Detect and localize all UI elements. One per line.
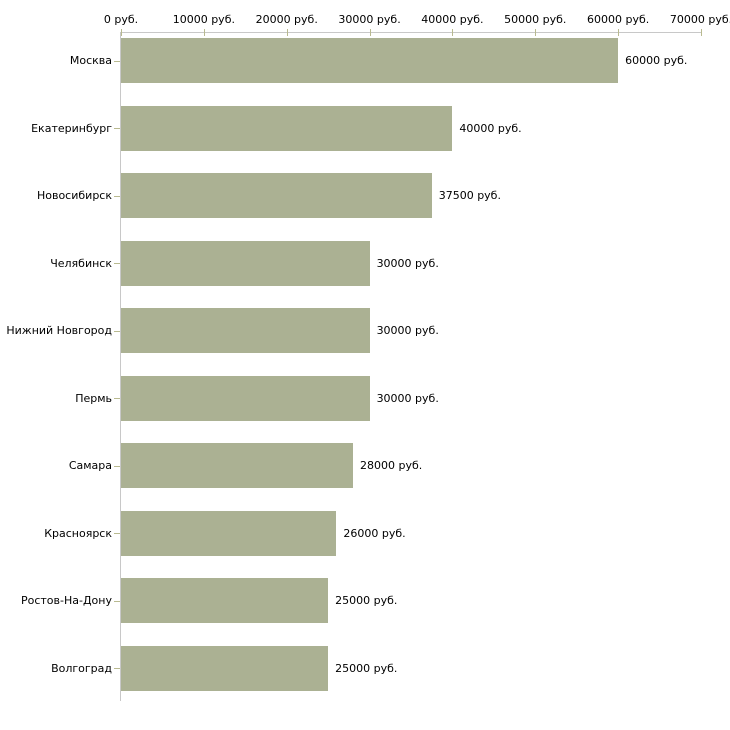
bar bbox=[121, 375, 370, 421]
category-label: Челябинск bbox=[50, 256, 112, 270]
y-axis-tick-mark bbox=[114, 330, 120, 332]
bar-value-label: 30000 руб. bbox=[376, 256, 439, 270]
bar bbox=[121, 173, 432, 218]
bar bbox=[121, 105, 453, 151]
x-axis-tick-label: 50000 руб. bbox=[504, 13, 567, 26]
y-axis-tick-mark bbox=[114, 533, 120, 534]
y-axis-tick-mark bbox=[114, 128, 120, 129]
bar-value-label: 60000 руб. bbox=[625, 54, 688, 67]
category-label: Новосибирск bbox=[36, 189, 112, 202]
x-axis-tick-mark bbox=[701, 29, 702, 36]
y-axis-tick-mark bbox=[114, 465, 120, 467]
category-label: Нижний Новгород bbox=[6, 324, 112, 337]
x-axis-tick-label: 70000 руб. bbox=[669, 13, 730, 26]
x-axis-tick-label: 20000 руб. bbox=[255, 13, 318, 26]
bar-value-label: 30000 руб. bbox=[376, 391, 439, 405]
y-axis-tick-mark bbox=[114, 60, 120, 62]
bar-value-label: 26000 руб. bbox=[343, 526, 406, 540]
bar-value-label: 30000 руб. bbox=[376, 324, 439, 337]
x-axis-line bbox=[121, 32, 702, 33]
bar-value-label: 37500 руб. bbox=[438, 189, 501, 202]
category-label: Екатеринбург bbox=[31, 121, 112, 135]
bar bbox=[121, 510, 337, 556]
bar bbox=[121, 240, 370, 286]
x-axis-tick-mark bbox=[286, 29, 288, 36]
category-label: Пермь bbox=[75, 391, 112, 405]
bar-value-label: 28000 руб. bbox=[360, 459, 423, 472]
category-label: Москва bbox=[69, 54, 112, 67]
y-axis-tick-mark bbox=[114, 398, 120, 399]
x-axis-tick-mark bbox=[203, 29, 205, 36]
x-axis-tick-mark bbox=[369, 29, 371, 36]
y-axis-tick-mark bbox=[114, 195, 120, 197]
bar bbox=[121, 443, 353, 488]
y-axis-tick-mark bbox=[114, 668, 120, 669]
y-axis-tick-mark bbox=[114, 600, 120, 602]
x-axis-tick-label: 30000 руб. bbox=[338, 13, 401, 26]
category-label: Ростов-На-Дону bbox=[20, 594, 112, 607]
bar bbox=[121, 38, 619, 83]
category-label: Самара bbox=[68, 459, 112, 472]
x-axis-tick-mark bbox=[121, 29, 122, 36]
y-axis-tick-mark bbox=[114, 263, 120, 264]
x-axis-tick-label: 60000 руб. bbox=[587, 13, 650, 26]
x-axis-tick-mark bbox=[535, 29, 537, 36]
bar bbox=[121, 645, 329, 691]
x-axis-tick-label: 40000 руб. bbox=[421, 13, 484, 26]
y-axis-line bbox=[120, 32, 121, 701]
x-axis-tick-mark bbox=[452, 29, 454, 36]
bar bbox=[121, 578, 329, 623]
bar-value-label: 25000 руб. bbox=[335, 594, 398, 607]
x-axis-tick-label: 0 руб. bbox=[103, 13, 139, 26]
x-axis-tick-mark bbox=[618, 29, 620, 36]
bar bbox=[121, 308, 370, 353]
bar-value-label: 25000 руб. bbox=[335, 661, 398, 675]
category-label: Красноярск bbox=[44, 526, 112, 540]
x-axis-tick-label: 10000 руб. bbox=[172, 13, 235, 26]
bar-value-label: 40000 руб. bbox=[459, 121, 522, 135]
category-label: Волгоград bbox=[51, 661, 112, 675]
